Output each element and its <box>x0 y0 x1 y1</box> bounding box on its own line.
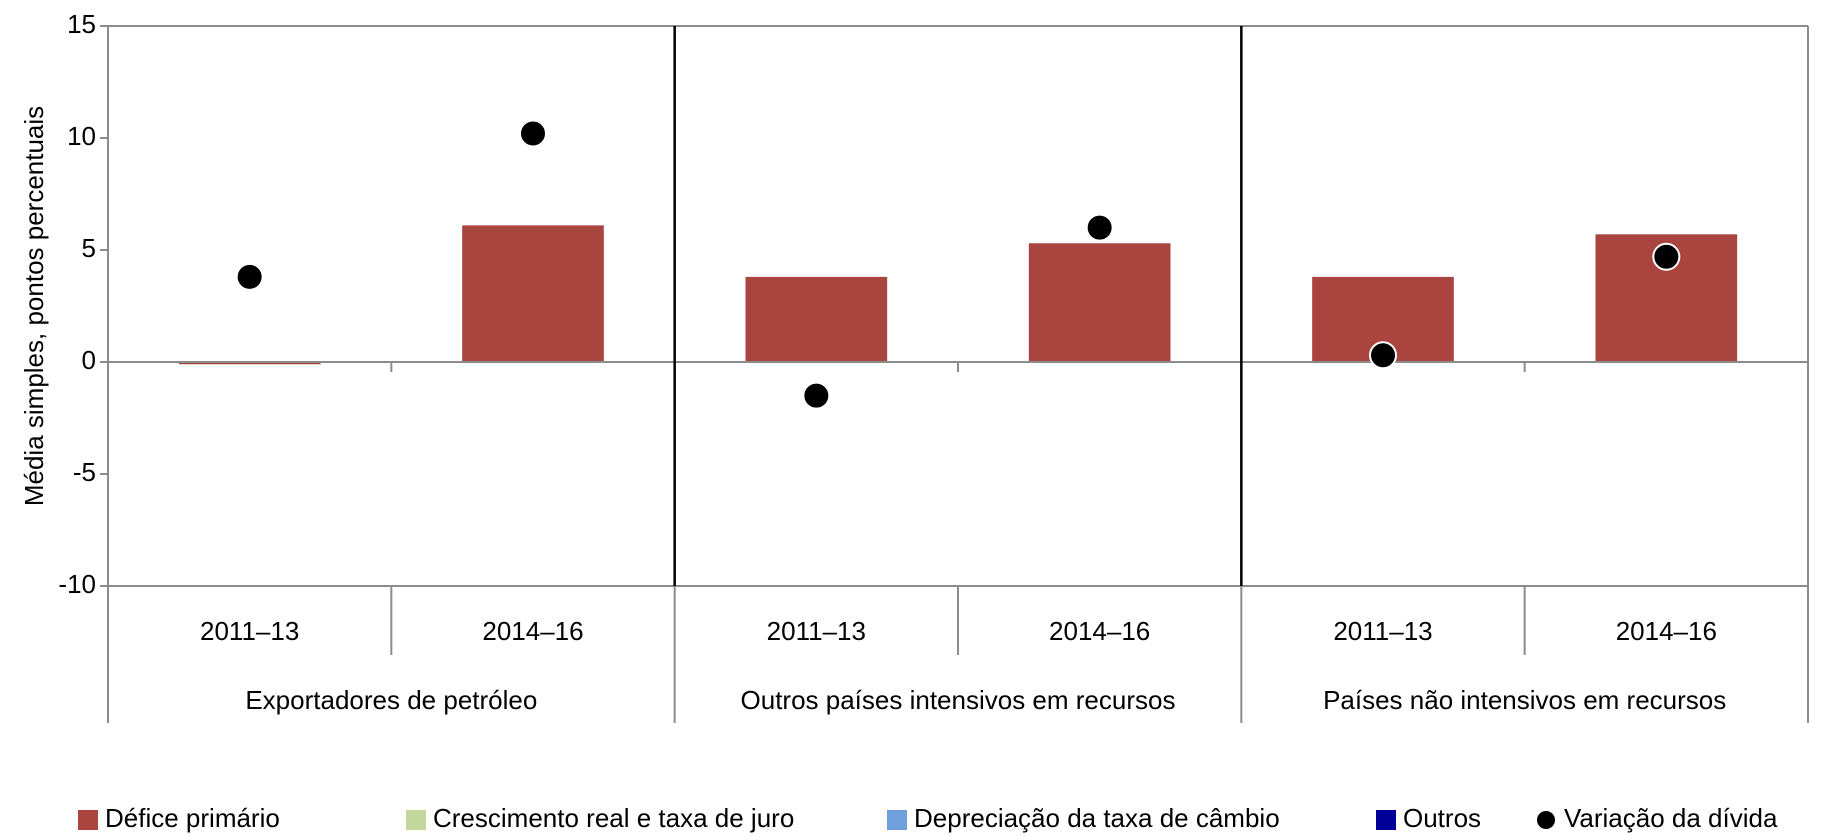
y-tick-label: 0 <box>82 345 96 375</box>
dot <box>1652 242 1681 271</box>
bar <box>745 276 888 362</box>
group-label: Outros países intensivos em recursos <box>741 685 1176 715</box>
dot <box>1085 213 1114 242</box>
legend-swatch <box>887 810 907 830</box>
x-tick-label: 2011–13 <box>767 616 866 646</box>
dot <box>1369 341 1397 370</box>
legend-label: Depreciação da taxa de câmbio <box>914 803 1280 833</box>
dot <box>519 119 547 148</box>
group-label: Exportadores de petróleo <box>245 685 537 715</box>
y-tick-label: 5 <box>82 233 96 263</box>
legend-swatch <box>1376 810 1396 830</box>
y-tick-label: 15 <box>67 9 96 39</box>
y-tick-label: -5 <box>73 457 96 487</box>
legend-swatch <box>78 810 98 830</box>
x-tick-label: 2014–16 <box>482 616 583 646</box>
y-tick-label: -10 <box>58 569 96 599</box>
dot <box>802 381 831 410</box>
x-tick-label: 2011–13 <box>200 616 299 646</box>
y-tick-label: 10 <box>67 121 96 151</box>
x-tick-label: 2011–13 <box>1333 616 1432 646</box>
dot <box>235 262 264 291</box>
group-label: Países não intensivos em recursos <box>1323 685 1726 715</box>
legend-marker <box>1537 811 1555 829</box>
bar <box>1028 243 1171 362</box>
x-tick-label: 2014–16 <box>1049 616 1150 646</box>
legend-label: Variação da dívida <box>1564 803 1778 833</box>
legend-swatch <box>406 810 426 830</box>
x-tick-label: 2014–16 <box>1616 616 1717 646</box>
legend-label: Outros <box>1403 803 1481 833</box>
legend-label: Défice primário <box>105 803 280 833</box>
bar <box>462 225 604 362</box>
legend-label: Crescimento real e taxa de juro <box>433 803 794 833</box>
y-axis-label: Média simples, pontos percentuais <box>19 106 49 506</box>
bar <box>178 362 321 365</box>
